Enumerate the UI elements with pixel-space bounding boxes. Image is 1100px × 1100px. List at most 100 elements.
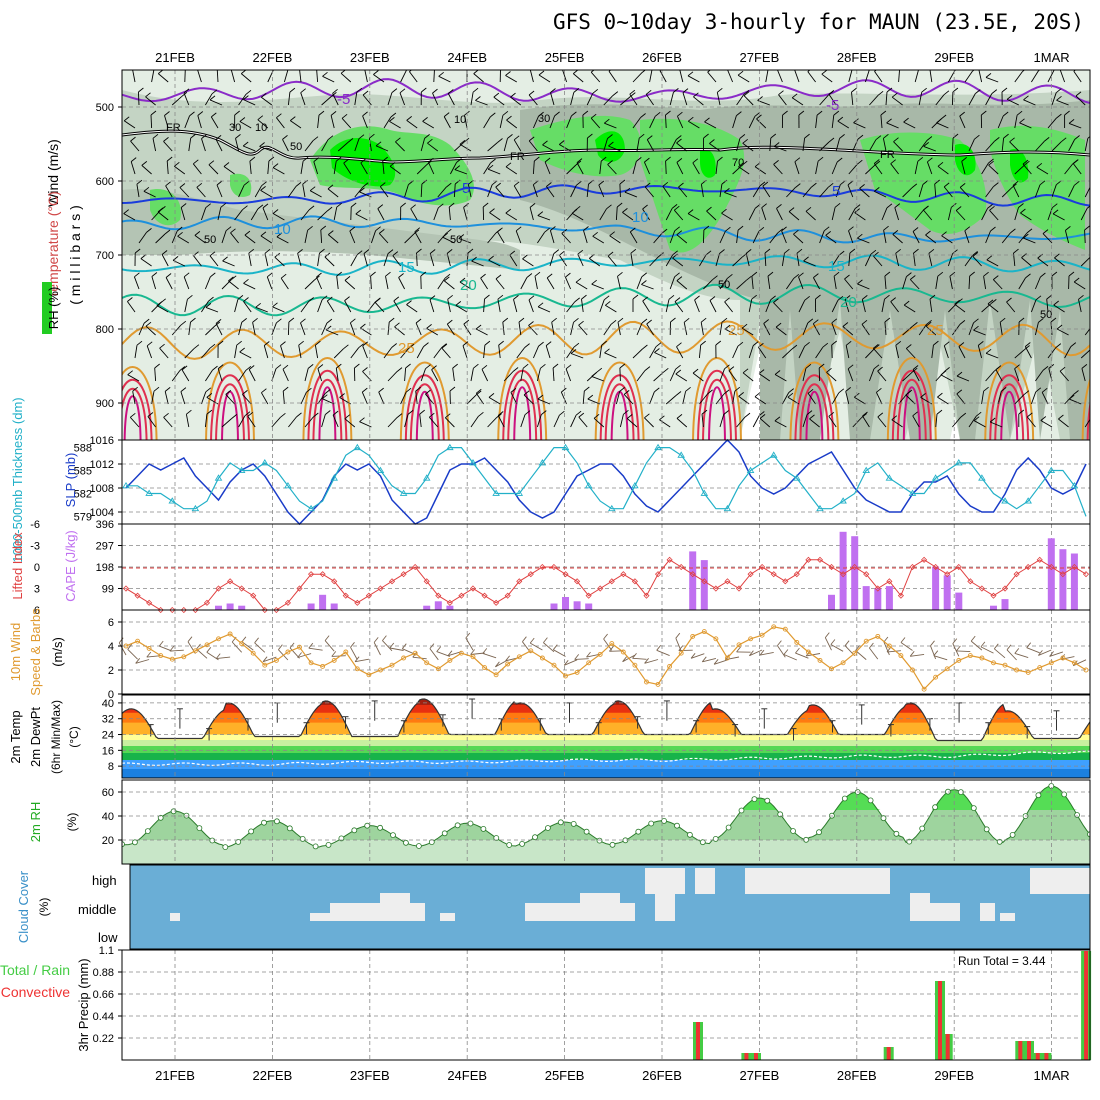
top-date-27feb: 27FEB xyxy=(740,50,780,65)
upper-barb xyxy=(591,283,604,290)
upper-barb xyxy=(528,94,538,106)
upper-barb-flag xyxy=(441,343,448,349)
upper-barb-flag xyxy=(591,279,597,285)
upper-barb-flag xyxy=(972,70,975,72)
upper-barb-flag xyxy=(791,344,798,350)
label-li: Lifted Index xyxy=(10,532,25,600)
upper-barb xyxy=(1021,257,1032,267)
upper-barb xyxy=(707,71,717,83)
wind10-barb-flag xyxy=(429,643,435,649)
isotherm-diurnal-loop xyxy=(604,383,635,440)
upper-barb-flag xyxy=(687,71,694,77)
upper-barb xyxy=(1047,70,1055,83)
upper-barb-flag xyxy=(943,90,950,96)
thickness-point xyxy=(746,466,755,473)
rh-point xyxy=(725,824,732,831)
wind10-barb xyxy=(297,653,312,658)
upper-barb xyxy=(564,276,572,290)
upper-barb xyxy=(287,92,291,106)
upper-barb-flag xyxy=(676,414,683,419)
upper-barb-flag xyxy=(644,366,651,371)
upper-barb xyxy=(340,72,352,83)
upper-barb xyxy=(813,277,820,290)
upper-barb-flag xyxy=(375,226,381,232)
wind10-point xyxy=(586,660,592,666)
thickness-series xyxy=(122,443,1087,517)
upper-barb-flag xyxy=(784,248,790,254)
upper-barb xyxy=(1068,185,1075,198)
label-temp: Temperature (°C) xyxy=(45,191,61,299)
upper-barb xyxy=(781,253,785,267)
upper-barb xyxy=(929,70,933,83)
upper-barb-flag xyxy=(179,183,186,188)
upper-barb xyxy=(719,322,723,336)
upper-barb-flag xyxy=(497,294,504,300)
upper-barb xyxy=(665,299,670,313)
upper-barb xyxy=(204,414,208,428)
y-tick-label: 0 xyxy=(108,689,114,701)
thickness-point xyxy=(330,474,338,481)
rh-point xyxy=(441,830,448,837)
y-tick-label: 8 xyxy=(108,761,114,773)
wind10-barb-flag xyxy=(350,642,355,648)
upper-barb-flag xyxy=(356,250,363,256)
upper-barb xyxy=(914,70,919,83)
upper-barb-flag xyxy=(257,204,264,210)
wind10-barb xyxy=(869,647,879,660)
wind10-point xyxy=(297,644,302,650)
thickness-point xyxy=(607,504,616,512)
upper-barb xyxy=(1018,232,1028,244)
upper-barb-flag xyxy=(746,275,752,281)
upper-barb-flag xyxy=(313,157,320,162)
upper-barb-flag xyxy=(325,410,331,415)
upper-barb xyxy=(775,326,787,336)
upper-barb xyxy=(649,391,655,405)
rh-point xyxy=(1035,792,1042,799)
upper-barb xyxy=(736,138,741,152)
upper-barb-flag xyxy=(358,134,365,140)
thickness-point xyxy=(978,474,986,481)
y-tick-label: 1008 xyxy=(90,483,114,495)
upper-barb-flag xyxy=(362,90,369,96)
upper-barb-flag xyxy=(849,248,856,254)
li-point xyxy=(458,592,465,599)
upper-barb xyxy=(603,138,608,152)
cloud-clear-block xyxy=(620,903,635,921)
upper-barb xyxy=(410,208,418,221)
upper-barb xyxy=(791,97,804,106)
upper-barb-flag xyxy=(936,409,943,415)
upper-barb xyxy=(968,415,977,428)
li-point xyxy=(654,571,662,578)
upper-barb xyxy=(883,230,887,244)
upper-barb xyxy=(821,73,833,83)
upper-barb xyxy=(1056,328,1069,336)
wind10-barb-flag xyxy=(412,651,418,658)
wind10-point xyxy=(817,657,823,663)
upper-barb xyxy=(459,143,472,152)
upper-barb xyxy=(985,93,993,106)
li-point xyxy=(735,585,743,592)
upper-barb-flag xyxy=(745,249,752,254)
upper-barb-flag xyxy=(712,275,718,281)
upper-barb xyxy=(387,92,393,106)
upper-barb-flag xyxy=(528,136,535,142)
thickness-point xyxy=(469,459,477,466)
upper-barb xyxy=(404,184,409,198)
upper-barb-flag xyxy=(355,209,362,215)
upper-barb-flag xyxy=(387,249,394,254)
upper-barb-flag xyxy=(252,317,258,323)
upper-barb xyxy=(837,120,850,129)
upper-barb-flag xyxy=(513,135,520,141)
upper-barb-flag xyxy=(502,110,509,116)
upper-barb xyxy=(361,391,368,405)
upper-barb-flag xyxy=(709,296,716,301)
upper-barb-flag xyxy=(538,111,544,117)
wind10-barb xyxy=(470,652,485,655)
upper-barb-flag xyxy=(610,319,617,325)
upper-barb-flag xyxy=(429,412,435,418)
upper-barb-flag xyxy=(276,318,282,324)
wind10-point xyxy=(655,681,661,687)
li-point xyxy=(504,592,511,599)
